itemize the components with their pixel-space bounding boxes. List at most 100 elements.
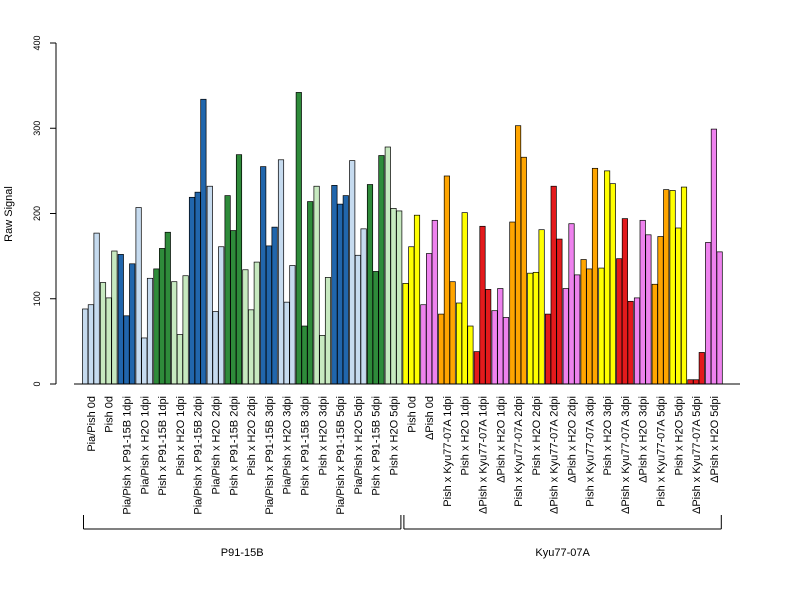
x-tick-label: Pia/Pish x H2O 2dpi [211, 396, 223, 494]
x-tick-label: Pish 0d [104, 396, 116, 433]
x-tick-label: ΔPish x H2O 1dpi [495, 396, 507, 483]
x-tick-label: Pish x P91-15B 2dpi [228, 396, 240, 496]
bar [497, 288, 504, 385]
x-tick-label: ΔPish x Kyu77-07A 5dpi [691, 396, 703, 514]
bar [146, 277, 154, 385]
bar [413, 214, 421, 385]
bar [82, 308, 89, 385]
y-tick-label: 200 [32, 206, 42, 221]
bar [402, 283, 409, 385]
x-tick-label: ΔPish x H2O 5dpi [709, 396, 721, 483]
group-brackets: P91-15B Kyu77-07A [83, 515, 722, 559]
bar [408, 246, 415, 385]
bar [111, 250, 118, 385]
bar [527, 272, 534, 385]
bar [105, 297, 112, 385]
bar [372, 271, 379, 385]
bar [609, 183, 616, 385]
x-tick-label: Pish x Kyu77-07A 5dpi [656, 396, 668, 507]
bar [515, 125, 522, 385]
x-tick-label: Pia/Pish x P91-15B 3dpi [264, 396, 276, 515]
bar [99, 282, 107, 385]
bar [502, 317, 510, 385]
bar [265, 245, 272, 385]
x-tick-label: Pia/Pish x H2O 1dpi [139, 396, 151, 494]
bar [645, 234, 652, 385]
bar [431, 219, 438, 385]
bar [568, 223, 575, 385]
bar [556, 238, 563, 385]
x-tick-label: ΔPish x Kyu77-07A 1dpi [478, 396, 490, 514]
y-tick-label: 0 [32, 381, 42, 386]
group-label: P91-15B [221, 547, 264, 559]
bar [491, 310, 498, 385]
bar [473, 351, 480, 385]
bar [141, 337, 148, 385]
bar [693, 379, 700, 385]
x-tick-label: ΔPish x H2O 2dpi [567, 396, 579, 483]
bar [485, 289, 492, 385]
bar [159, 248, 166, 385]
bar [188, 196, 196, 385]
bar [218, 246, 225, 385]
x-tick-label: Pish x Kyu77-07A 2dpi [513, 396, 525, 507]
x-axis-labels: Pia/Pish 0d Pish 0d Pia/Pish x P91-15B 1dp… [86, 396, 721, 515]
x-tick-label: Pish x Kyu77-07A 1dpi [442, 396, 454, 507]
bar [164, 231, 171, 385]
bar [129, 263, 136, 385]
bar [324, 277, 332, 385]
bar [390, 208, 397, 385]
bar [657, 236, 664, 385]
x-tick-label: Pish x H2O 1dpi [175, 396, 187, 475]
x-tick-label: ΔPish 0d [424, 396, 436, 440]
x-tick-label: Pish x P91-15B 1dpi [157, 396, 169, 496]
bar [271, 226, 278, 385]
x-tick-label: Pish 0d [406, 396, 418, 433]
bar [378, 155, 385, 385]
bar [260, 166, 267, 385]
bar [289, 265, 296, 385]
bar [574, 274, 581, 385]
bar [307, 201, 314, 385]
x-tick-label: Pish x P91-15B 3dpi [300, 396, 312, 496]
bar [349, 160, 356, 385]
x-tick-label: Pish x Kyu77-07A 3dpi [584, 396, 596, 507]
x-tick-label: Pish x H2O 2dpi [246, 396, 258, 475]
bar [669, 190, 676, 385]
bar [591, 167, 599, 385]
bar [633, 297, 641, 385]
bar [93, 232, 100, 385]
bar [479, 225, 486, 385]
bar [235, 154, 243, 385]
y-axis-title: Raw Signal [3, 186, 15, 242]
bar [366, 184, 374, 385]
bar [598, 267, 605, 385]
bar [396, 210, 403, 385]
bar [283, 301, 290, 385]
bar [342, 195, 349, 385]
bar [550, 185, 557, 385]
bar [455, 302, 463, 385]
bar [248, 309, 255, 385]
plot-area [82, 92, 723, 385]
bar [153, 268, 160, 385]
bar [295, 92, 302, 385]
bar [443, 175, 450, 385]
y-tick-label: 100 [32, 291, 42, 306]
x-tick-label: ΔPish x Kyu77-07A 3dpi [620, 396, 632, 514]
bar [123, 315, 130, 385]
x-tick-label: Pish x H2O 5dpi [673, 396, 685, 475]
bar [182, 275, 189, 385]
bar [224, 195, 231, 385]
x-tick-label: Pish x H2O 3dpi [602, 396, 614, 475]
group-label: Kyu77-07A [535, 547, 590, 559]
x-tick-label: Pish x P91-15B 5dpi [371, 396, 383, 496]
x-tick-label: Pish x H2O 2dpi [531, 396, 543, 475]
x-tick-label: Pish x H2O 5dpi [389, 396, 401, 475]
bar [117, 254, 124, 385]
bar [705, 242, 712, 385]
y-axis: 0 100 200 300 400 [32, 35, 57, 387]
x-tick-label: Pish x H2O 3dpi [317, 396, 329, 475]
bar [331, 185, 338, 385]
